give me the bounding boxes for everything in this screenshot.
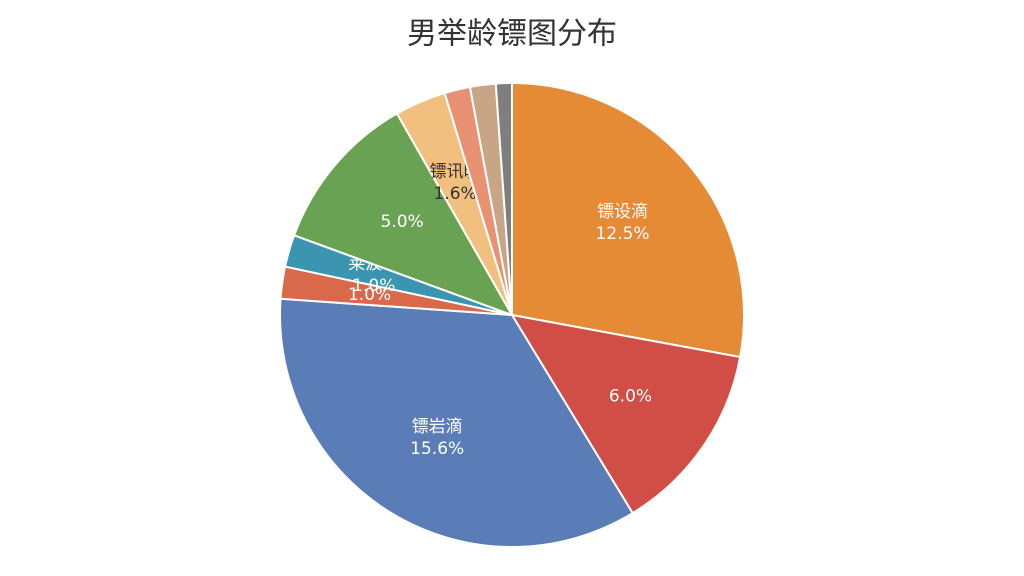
value-label: 12.5% xyxy=(596,224,650,244)
pie-slice xyxy=(292,112,515,317)
value-label: 1.0% xyxy=(352,276,395,296)
value-label: 6.0% xyxy=(609,387,652,407)
chart-title: 男举龄镖图分布 xyxy=(407,17,617,52)
slice-label: 镖岩滴 xyxy=(412,417,463,437)
pie-slice xyxy=(511,81,745,359)
pie-slice xyxy=(509,313,742,515)
value-label: 1.6% xyxy=(433,184,476,204)
slice-label: 镖设滴 xyxy=(597,202,648,222)
pie-slice xyxy=(279,297,635,548)
pie-slice xyxy=(494,81,513,316)
value-label: 5.0% xyxy=(380,212,423,232)
value-label: 15.6% xyxy=(410,439,464,459)
value-label: 1.0% xyxy=(348,285,391,305)
